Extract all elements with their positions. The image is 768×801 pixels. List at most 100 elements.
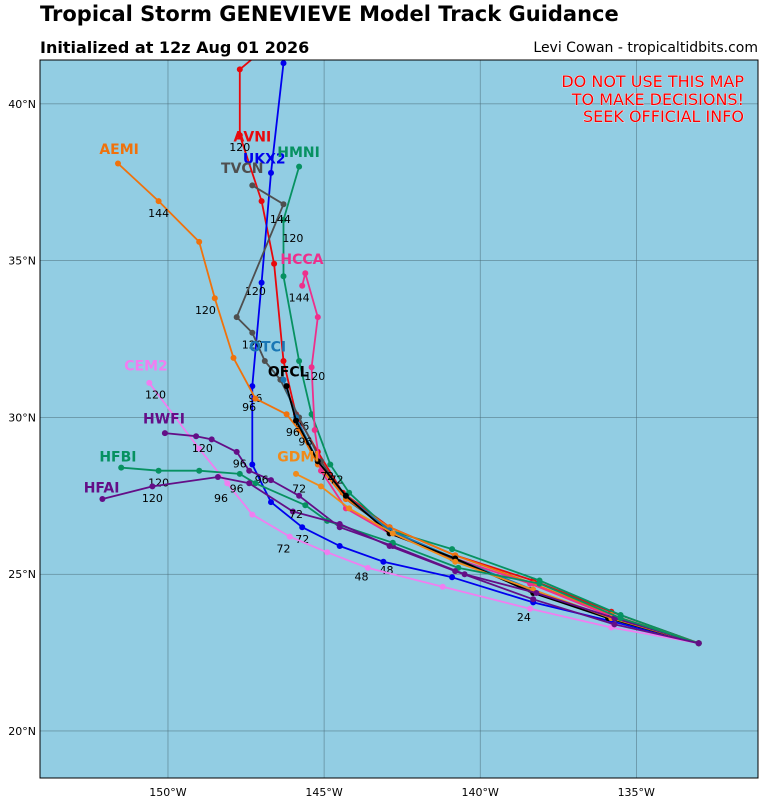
- model-name-ofcl: OFCL: [268, 365, 309, 381]
- forecast-hour-label: 120: [282, 232, 303, 245]
- track-line: [301, 272, 699, 645]
- track-point: [196, 445, 203, 452]
- track-point: [327, 461, 334, 468]
- lat-tick-label: 35°N: [8, 255, 36, 268]
- track-point: [258, 198, 265, 205]
- track-point: [452, 558, 459, 565]
- forecast-hour-label: 72: [330, 473, 344, 486]
- forecast-hour-label: 72: [320, 470, 334, 483]
- forecast-hour-label: 120: [195, 304, 216, 317]
- forecast-hour-label: 120: [242, 338, 263, 351]
- graticule: [40, 60, 758, 778]
- track-point: [211, 295, 218, 302]
- track-point: [258, 279, 265, 286]
- track-point: [280, 216, 287, 223]
- track-point: [196, 238, 203, 245]
- model-name-avni: AVNI: [234, 130, 272, 146]
- track-point: [336, 543, 343, 549]
- track-point: [280, 273, 287, 280]
- track-point: [318, 483, 324, 490]
- track-point: [256, 51, 262, 57]
- track-point: [268, 499, 274, 506]
- track-point: [149, 483, 156, 490]
- track-ofcl: 72 96: [283, 383, 702, 647]
- track-point: [115, 160, 121, 167]
- model-name-hfbi: HFBI: [99, 449, 136, 465]
- track-point: [296, 163, 303, 170]
- track-point: [611, 621, 618, 628]
- init-time-subtitle: Initialized at 12z Aug 01 2026: [40, 38, 310, 57]
- track-point: [261, 358, 268, 364]
- forecast-hour-label: 96: [233, 458, 247, 471]
- model-name-otci: OTCI: [249, 340, 286, 356]
- track-point: [286, 533, 293, 540]
- track-point: [230, 354, 237, 361]
- forecast-hour-label: 96: [214, 492, 228, 505]
- forecast-hour-label: 120: [245, 285, 266, 298]
- forecast-hour-label: 144: [148, 207, 169, 220]
- track-point: [364, 564, 371, 571]
- model-name-cem2: CEM2: [124, 358, 168, 374]
- forecast-hour-label: 72: [292, 483, 306, 496]
- track-point: [296, 492, 303, 499]
- model-name-hfai: HFAI: [84, 481, 120, 497]
- forecast-hour-label: 144: [289, 291, 310, 304]
- track-point: [280, 60, 287, 67]
- track-point: [208, 436, 215, 443]
- forecast-hour-label: 72: [289, 508, 303, 521]
- track-point: [308, 364, 315, 371]
- model-name-aemi: AEMI: [99, 142, 139, 158]
- forecast-hour-label: 120: [192, 442, 213, 455]
- track-hfai: 72 120 96: [99, 474, 702, 647]
- track-point: [283, 411, 290, 418]
- forecast-hour-label: 72: [276, 542, 290, 555]
- model-tracks: 1207248120969614412012014412096144120967…: [99, 51, 702, 647]
- lon-tick-label: 140°W: [461, 786, 498, 799]
- track-point: [311, 427, 318, 433]
- track-point: [280, 358, 287, 364]
- track-point: [296, 358, 303, 364]
- track-point: [346, 505, 353, 512]
- forecast-hour-label: 120: [229, 141, 250, 154]
- track-point: [527, 605, 534, 612]
- lon-tick-label: 145°W: [305, 786, 342, 799]
- warning-line-3: SEEK OFFICIAL INFO: [583, 107, 744, 126]
- lon-tick-label: 150°W: [149, 786, 186, 799]
- forecast-hour-label: 96: [230, 483, 244, 496]
- track-point: [293, 470, 299, 477]
- track-point: [530, 596, 537, 603]
- track-line: [121, 466, 699, 645]
- lat-tick-label: 40°N: [8, 98, 36, 111]
- track-point: [293, 417, 299, 424]
- forecast-hour-label: 24: [517, 611, 531, 624]
- track-point: [246, 480, 253, 487]
- forecast-hour-label: 96: [286, 426, 300, 439]
- track-point: [449, 574, 456, 581]
- track-line: [282, 166, 700, 645]
- track-point: [380, 558, 387, 565]
- track-point: [299, 282, 306, 289]
- forecast-hour-label: 48: [355, 570, 369, 583]
- track-point: [336, 521, 343, 527]
- track-point: [155, 467, 162, 474]
- track-point: [536, 580, 543, 587]
- track-aemi: 144 120 96: [115, 160, 702, 647]
- track-point: [695, 640, 702, 647]
- track-point: [161, 430, 168, 437]
- model-name-gdmi: GDMI: [277, 449, 319, 465]
- track-hfbi: 120 96: [118, 464, 702, 647]
- track-point: [314, 314, 321, 321]
- model-name-tvcn: TVCN: [221, 161, 263, 177]
- track-point: [252, 395, 259, 402]
- track-point: [283, 383, 290, 390]
- track-point: [386, 543, 393, 549]
- track-point: [252, 480, 259, 487]
- track-point: [196, 467, 203, 474]
- track-point: [302, 270, 309, 277]
- track-point: [389, 530, 396, 537]
- track-point: [533, 590, 540, 596]
- track-point: [452, 568, 459, 575]
- forecast-hour-label: 96: [242, 401, 256, 414]
- forecast-hour-label: 120: [145, 389, 166, 402]
- track-point: [617, 615, 624, 622]
